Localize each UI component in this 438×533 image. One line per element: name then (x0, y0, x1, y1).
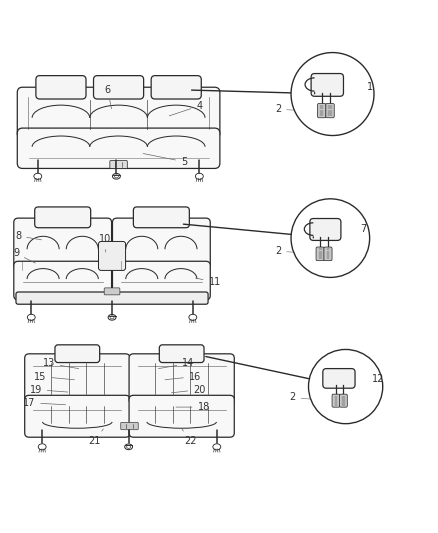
FancyBboxPatch shape (332, 394, 340, 407)
Text: 18: 18 (176, 402, 210, 412)
FancyBboxPatch shape (113, 261, 210, 300)
FancyBboxPatch shape (326, 103, 334, 118)
Text: 6: 6 (105, 85, 112, 109)
FancyBboxPatch shape (151, 76, 201, 99)
Ellipse shape (27, 314, 35, 320)
Text: 15: 15 (34, 372, 74, 382)
FancyBboxPatch shape (339, 394, 347, 407)
Text: 20: 20 (172, 385, 205, 394)
Text: 11: 11 (195, 277, 221, 287)
Text: 12: 12 (372, 374, 385, 384)
FancyBboxPatch shape (14, 218, 112, 270)
FancyBboxPatch shape (311, 74, 343, 96)
Ellipse shape (108, 314, 116, 320)
Ellipse shape (189, 314, 197, 320)
Text: 2: 2 (275, 246, 318, 256)
Circle shape (308, 350, 383, 424)
Ellipse shape (34, 173, 42, 179)
Ellipse shape (127, 445, 131, 448)
Text: 3: 3 (329, 248, 336, 259)
Text: 13: 13 (42, 358, 79, 369)
FancyBboxPatch shape (110, 160, 127, 168)
Text: 8: 8 (15, 231, 42, 241)
FancyBboxPatch shape (316, 247, 324, 261)
Text: 21: 21 (88, 429, 103, 446)
FancyBboxPatch shape (113, 218, 210, 270)
Text: 3: 3 (343, 394, 350, 405)
FancyBboxPatch shape (324, 247, 332, 261)
FancyBboxPatch shape (35, 207, 91, 228)
FancyBboxPatch shape (104, 288, 120, 295)
FancyBboxPatch shape (17, 128, 220, 168)
FancyBboxPatch shape (16, 292, 208, 304)
Ellipse shape (213, 444, 221, 450)
Text: 5: 5 (143, 154, 187, 167)
FancyBboxPatch shape (25, 354, 130, 404)
Text: 17: 17 (23, 398, 66, 408)
FancyBboxPatch shape (159, 345, 204, 362)
FancyBboxPatch shape (94, 76, 144, 99)
Text: 10: 10 (99, 234, 112, 252)
Text: 16: 16 (165, 372, 201, 382)
FancyBboxPatch shape (14, 261, 112, 300)
Circle shape (291, 199, 370, 277)
FancyBboxPatch shape (318, 103, 326, 118)
Text: 9: 9 (13, 248, 35, 263)
Text: 7: 7 (360, 224, 366, 235)
FancyBboxPatch shape (17, 87, 220, 139)
Ellipse shape (125, 444, 133, 450)
Text: 22: 22 (182, 429, 197, 446)
Ellipse shape (195, 173, 203, 179)
Text: 3: 3 (332, 107, 338, 117)
Ellipse shape (38, 444, 46, 450)
FancyBboxPatch shape (129, 395, 234, 437)
FancyBboxPatch shape (99, 241, 126, 270)
Text: 19: 19 (29, 385, 68, 394)
Text: 2: 2 (289, 392, 334, 402)
FancyBboxPatch shape (323, 369, 355, 388)
FancyBboxPatch shape (129, 354, 234, 404)
Ellipse shape (114, 175, 118, 178)
Text: 1: 1 (367, 83, 373, 93)
Text: 2: 2 (275, 104, 319, 114)
Ellipse shape (110, 316, 114, 319)
Ellipse shape (113, 173, 120, 179)
FancyBboxPatch shape (55, 345, 100, 362)
Text: 4: 4 (169, 101, 202, 116)
FancyBboxPatch shape (121, 422, 138, 430)
FancyBboxPatch shape (25, 395, 130, 437)
FancyBboxPatch shape (36, 76, 86, 99)
Text: 14: 14 (159, 358, 194, 369)
Circle shape (291, 53, 374, 135)
FancyBboxPatch shape (310, 219, 341, 240)
FancyBboxPatch shape (134, 207, 189, 228)
